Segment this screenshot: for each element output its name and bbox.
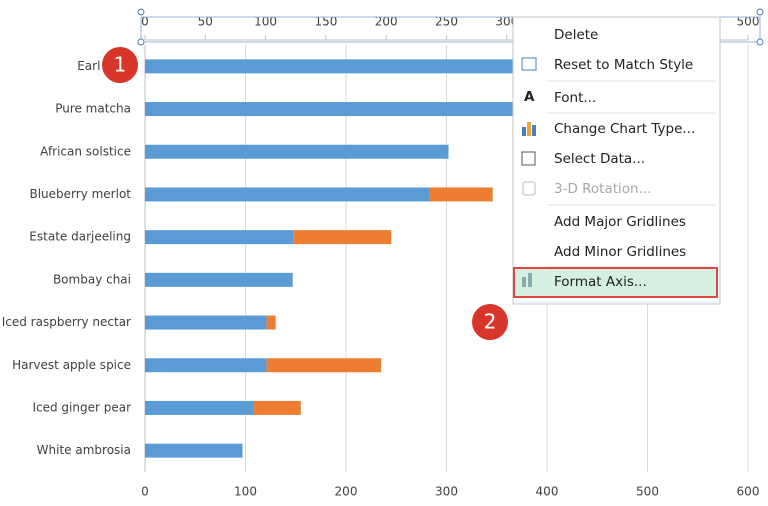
context-menu: Delete Reset to Match Style A Font... Ch…	[512, 16, 721, 305]
x-tick-label: 0	[141, 485, 149, 499]
handle	[137, 38, 145, 46]
axis-selection	[140, 16, 761, 43]
handle	[756, 38, 764, 46]
icon	[521, 57, 537, 71]
menu-item[interactable]: Select Data...	[554, 151, 645, 167]
callout: 2	[470, 302, 510, 342]
menu-panel	[512, 16, 721, 305]
callout-number: 1	[114, 53, 127, 77]
icon	[522, 122, 536, 136]
y-tick-label: Pure matcha	[55, 102, 131, 116]
bar	[145, 59, 568, 74]
x-tick-label: 400	[536, 485, 559, 499]
callout-number: 2	[484, 310, 497, 334]
icon	[522, 181, 536, 196]
top-tick-label: 200	[375, 15, 398, 29]
bar	[253, 400, 301, 415]
menu-item[interactable]: Add Minor Gridlines	[554, 244, 686, 260]
bar	[145, 358, 267, 373]
bar	[266, 315, 276, 330]
callout: 1	[100, 45, 140, 85]
y-tick-label: White ambrosia	[37, 443, 131, 457]
handle	[137, 8, 145, 16]
x-tick-label: 200	[335, 485, 358, 499]
y-tick-label: Blueberry merlot	[29, 187, 131, 201]
icon	[521, 151, 536, 166]
x-tick-label: 100	[234, 485, 257, 499]
callout-badge	[100, 45, 140, 85]
x-tick-label: 500	[636, 485, 659, 499]
bar	[293, 230, 392, 245]
bar	[145, 102, 547, 117]
menu-item[interactable]: Change Chart Type...	[554, 121, 695, 137]
selection-handles	[137, 8, 764, 46]
bar	[145, 315, 267, 330]
top-tick-label: 250	[435, 15, 458, 29]
x-tick-label: 300	[435, 485, 458, 499]
y-tick-label: Iced ginger pear	[32, 400, 131, 414]
menu-item: 3-D Rotation...	[554, 181, 651, 197]
menu-item[interactable]: Font...	[554, 90, 596, 106]
y-tick-label: Bombay chai	[53, 272, 131, 286]
y-tick-label: Iced raspberry nectar	[2, 315, 131, 329]
menu-item[interactable]: Format Axis...	[554, 274, 647, 290]
bar	[145, 272, 293, 287]
menu-item[interactable]: Reset to Match Style	[554, 57, 693, 73]
top-tick-label: 500	[737, 15, 760, 29]
bar	[145, 187, 430, 202]
callout-badge	[470, 302, 510, 342]
y-tick-label: African solstice	[40, 144, 131, 158]
menu-highlight	[513, 267, 718, 298]
bar	[145, 230, 294, 245]
y-tick-label: Estate darjeeling	[29, 230, 131, 244]
x-tick-label: 600	[737, 485, 760, 499]
icon: A	[524, 89, 535, 105]
top-tick-label: 100	[254, 15, 277, 29]
bar	[266, 358, 382, 373]
menu-item[interactable]: Delete	[554, 27, 598, 43]
bar	[145, 443, 243, 458]
handle	[756, 8, 764, 16]
bar	[145, 144, 449, 159]
icon	[522, 273, 532, 287]
top-tick-label: 50	[198, 15, 213, 29]
menu-item[interactable]: Add Major Gridlines	[554, 214, 686, 230]
bar	[429, 187, 493, 202]
top-tick-label: 0	[141, 15, 149, 29]
top-tick-label: 150	[314, 15, 337, 29]
bar	[145, 400, 254, 415]
y-tick-label: Harvest apple spice	[12, 358, 131, 372]
